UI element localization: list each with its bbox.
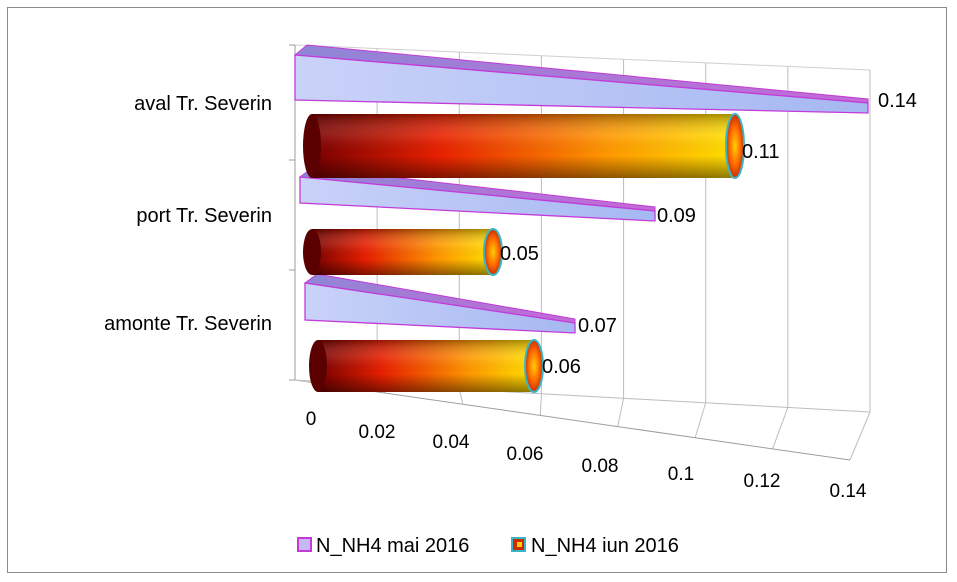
x-tick-label: 0.12: [744, 471, 781, 492]
cylinder-start-cap: [303, 229, 321, 275]
data-label-cylinder: 0.05: [500, 243, 539, 265]
data-label-pyramid: 0.07: [578, 315, 617, 337]
x-tick-label: 0.02: [359, 422, 396, 443]
x-tick-label: 0.14: [830, 481, 867, 502]
data-label-cylinder: 0.06: [542, 356, 581, 378]
category-label: amonte Tr. Severin: [104, 313, 272, 335]
labels: aval Tr. Severin port Tr. Severin amonte T…: [104, 90, 917, 502]
pyramid-bar: [299, 176, 656, 222]
pyramid-bar: [304, 282, 576, 334]
x-tick-label: 0.1: [668, 464, 694, 485]
data-label-pyramid: 0.14: [878, 90, 917, 112]
axes: [289, 44, 851, 461]
cylinder-start-cap: [309, 340, 327, 392]
cylinder-start-cap: [303, 114, 321, 178]
cylinder-end-cap: [524, 339, 544, 393]
cylinder-end-cap: [483, 228, 503, 276]
legend-swatch-mai: [297, 537, 312, 552]
cylinder-shading: [318, 340, 534, 392]
x-tick-label: 0.06: [507, 444, 544, 465]
cylinder-shading: [312, 229, 493, 275]
category-label: port Tr. Severin: [136, 205, 272, 227]
x-tick-label: 0.08: [582, 456, 619, 477]
data-label-cylinder: 0.11: [742, 141, 779, 163]
data-label-pyramid: 0.09: [657, 205, 696, 227]
legend: N_NH4 mai 2016 N_NH4 iun 2016: [297, 535, 679, 557]
x-axis-line: [307, 381, 851, 461]
x-tick-label: 0.04: [433, 432, 470, 453]
gridline-floor: [772, 407, 789, 450]
gridline-floor: [539, 393, 542, 416]
legend-label-mai: N_NH4 mai 2016: [316, 535, 469, 557]
category-label: aval Tr. Severin: [134, 93, 272, 115]
gridline-floor: [694, 402, 707, 438]
bars: [293, 44, 869, 393]
back-wall-top: [294, 44, 871, 71]
legend-swatch-iun-highlight: [517, 542, 522, 547]
cylinder-end-cap: [725, 113, 745, 179]
gridline-floor: [849, 411, 871, 461]
cylinder-shading: [312, 114, 735, 178]
gridline-floor: [617, 398, 625, 427]
legend-label-iun: N_NH4 iun 2016: [531, 535, 679, 557]
x-tick-label: 0: [306, 409, 317, 430]
pyramid-bar: [294, 54, 869, 114]
